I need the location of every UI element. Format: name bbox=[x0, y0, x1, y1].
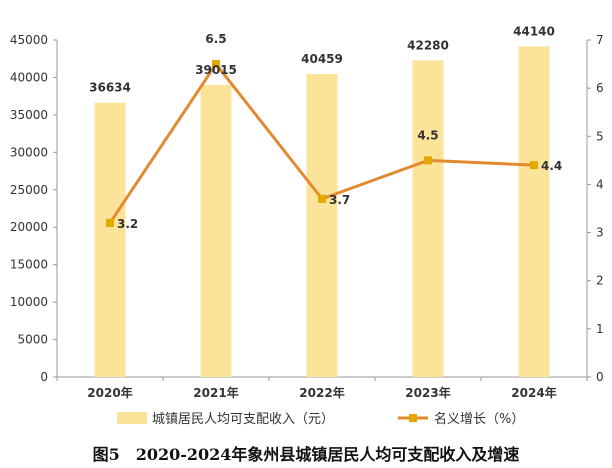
bar-data-label: 39015 bbox=[195, 63, 237, 77]
y-right-tick-label: 1 bbox=[596, 322, 604, 336]
line-data-label: 3.2 bbox=[117, 217, 138, 231]
chart-canvas: 0 5000 10000 15000 20000 25000 30000 35000 40000… bbox=[10, 24, 604, 427]
bar-data-label: 40459 bbox=[301, 52, 343, 66]
y-left-tick-label: 10000 bbox=[10, 295, 48, 309]
y-left-tick-label: 30000 bbox=[10, 145, 48, 159]
legend-swatch-marker bbox=[409, 414, 417, 422]
y-left-tick-label: 35000 bbox=[10, 108, 48, 122]
y-right-tick-label: 5 bbox=[596, 129, 604, 143]
x-tick-label: 2021年 bbox=[193, 385, 238, 400]
bar-data-label: 44140 bbox=[513, 24, 555, 38]
y-left-tick-label: 15000 bbox=[10, 258, 48, 272]
x-tick-label: 2022年 bbox=[299, 385, 344, 400]
chart-title: 图5 2020-2024年象州县城镇居民人均可支配收入及增速 bbox=[92, 445, 520, 464]
bar bbox=[200, 84, 232, 378]
y-right-tick-label: 3 bbox=[596, 226, 604, 240]
x-tick-label: 2024年 bbox=[511, 385, 556, 400]
line-data-label: 4.5 bbox=[417, 128, 438, 142]
line-point bbox=[530, 161, 538, 170]
bar bbox=[412, 60, 444, 377]
y-right-tick-label: 7 bbox=[596, 33, 604, 47]
x-tick-label: 2023年 bbox=[405, 385, 450, 400]
bar-data-label: 42280 bbox=[407, 38, 449, 52]
y-left-tick-label: 40000 bbox=[10, 70, 48, 84]
y-right-tick-label: 4 bbox=[596, 177, 604, 191]
x-tick-label: 2020年 bbox=[87, 385, 132, 400]
legend-swatch-bar bbox=[117, 412, 147, 424]
line-point bbox=[318, 194, 326, 203]
y-left-tick-label: 5000 bbox=[17, 333, 48, 347]
bar bbox=[518, 46, 550, 378]
line-data-label: 3.7 bbox=[329, 193, 350, 207]
line-point bbox=[106, 218, 114, 227]
y-right-tick-label: 2 bbox=[596, 274, 604, 288]
bar bbox=[306, 74, 338, 377]
bar bbox=[94, 102, 126, 378]
y-left-tick-label: 0 bbox=[40, 370, 48, 384]
line-point bbox=[212, 60, 220, 69]
legend-label-bar: 城镇居民人均可支配收入（元） bbox=[152, 412, 334, 427]
line-point bbox=[424, 156, 432, 165]
y-right-tick-label: 6 bbox=[596, 81, 604, 95]
y-left-tick-label: 20000 bbox=[10, 220, 48, 234]
y-right-tick-label: 0 bbox=[596, 370, 604, 384]
line-data-label: 6.5 bbox=[205, 32, 226, 46]
y-left-tick-label: 45000 bbox=[10, 33, 48, 47]
bar-data-label: 36634 bbox=[89, 81, 131, 95]
legend-label-line: 名义增长（%） bbox=[434, 411, 524, 427]
line-data-label: 4.4 bbox=[541, 159, 562, 173]
y-left-tick-label: 25000 bbox=[10, 183, 48, 197]
